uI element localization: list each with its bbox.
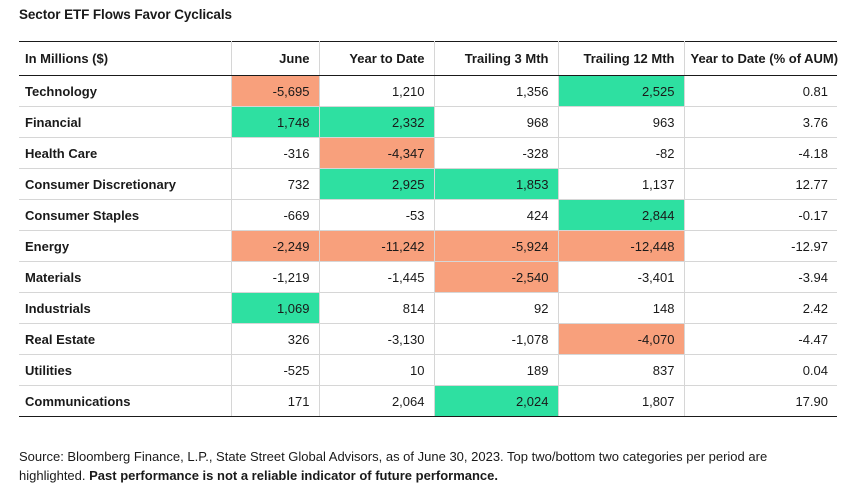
flow-value-cell: 2,332 [318, 106, 435, 138]
flow-value-cell: 968 [433, 106, 559, 138]
flow-value-cell: -2,540 [433, 261, 559, 293]
table-row: Materials -1,219 -1,445 -2,540 -3,401 -3.94 [19, 261, 837, 293]
flow-value-cell: 2,024 [433, 385, 559, 417]
flow-value-cell: -669 [230, 199, 320, 231]
sector-label: Technology [19, 75, 232, 107]
flow-value-cell: -5,924 [433, 230, 559, 262]
sector-label: Financial [19, 106, 232, 138]
flow-value-cell: 326 [230, 323, 320, 355]
chart-title: Sector ETF Flows Favor Cyclicals [19, 7, 232, 22]
flow-value-cell: 2,844 [557, 199, 685, 231]
flow-value-cell: 3.76 [683, 106, 837, 138]
source-note: Source: Bloomberg Finance, L.P., State S… [19, 449, 768, 483]
flow-value-cell: 148 [557, 292, 685, 324]
flow-value-cell: -11,242 [318, 230, 435, 262]
flow-value-cell: -4,070 [557, 323, 685, 355]
flow-value-cell: 1,748 [230, 106, 320, 138]
flow-value-cell: -12,448 [557, 230, 685, 262]
flow-value-cell: 732 [230, 168, 320, 200]
flow-value-cell: -3,401 [557, 261, 685, 293]
table-row: Consumer Discretionary 732 2,925 1,853 1,137… [19, 168, 837, 200]
flow-value-cell: -5,695 [230, 75, 320, 107]
flow-value-cell: 2.42 [683, 292, 837, 324]
flow-value-cell: 1,137 [557, 168, 685, 200]
column-header: June [230, 41, 320, 76]
flow-value-cell: -4.47 [683, 323, 837, 355]
table-row: Consumer Staples -669 -53 424 2,844 -0.17 [19, 199, 837, 231]
table-row: Health Care -316 -4,347 -328 -82 -4.18 [19, 137, 837, 169]
flow-value-cell: -1,219 [230, 261, 320, 293]
performance-disclaimer: Past performance is not a reliable indic… [89, 468, 499, 483]
flow-value-cell: -1,445 [318, 261, 435, 293]
flow-value-cell: 2,525 [557, 75, 685, 107]
table-row: Energy -2,249 -11,242 -5,924 -12,448 -12.97 [19, 230, 837, 262]
flow-value-cell: 171 [230, 385, 320, 417]
sector-label: Health Care [19, 137, 232, 169]
flow-value-cell: -4,347 [318, 137, 435, 169]
sector-label: Industrials [19, 292, 232, 324]
table-row: Technology -5,695 1,210 1,356 2,525 0.81 [19, 75, 837, 107]
column-header: In Millions ($) [19, 41, 232, 76]
flow-value-cell: 1,356 [433, 75, 559, 107]
sector-label: Utilities [19, 354, 232, 386]
sector-label: Communications [19, 385, 232, 417]
flow-value-cell: -82 [557, 137, 685, 169]
flow-value-cell: 0.04 [683, 354, 837, 386]
flow-value-cell: -4.18 [683, 137, 837, 169]
flow-value-cell: 1,210 [318, 75, 435, 107]
flow-value-cell: 12.77 [683, 168, 837, 200]
flow-value-cell: 0.81 [683, 75, 837, 107]
flow-value-cell: 2,064 [318, 385, 435, 417]
table-row: Real Estate 326 -3,130 -1,078 -4,070 -4.47 [19, 323, 837, 355]
flow-value-cell: -525 [230, 354, 320, 386]
footnote: Source: Bloomberg Finance, L.P., State S… [19, 447, 829, 485]
table-row: Communications 171 2,064 2,024 1,807 17.90 [19, 385, 837, 417]
flow-value-cell: 1,807 [557, 385, 685, 417]
sector-label: Real Estate [19, 323, 232, 355]
sector-label: Energy [19, 230, 232, 262]
table-row: Utilities -525 10 189 837 0.04 [19, 354, 837, 386]
flow-value-cell: 424 [433, 199, 559, 231]
flow-value-cell: -0.17 [683, 199, 837, 231]
flow-value-cell: -1,078 [433, 323, 559, 355]
flow-value-cell: 92 [433, 292, 559, 324]
flow-value-cell: 814 [318, 292, 435, 324]
flow-value-cell: -12.97 [683, 230, 837, 262]
flow-value-cell: 189 [433, 354, 559, 386]
column-header: Trailing 3 Mth [433, 41, 559, 76]
flow-value-cell: -3.94 [683, 261, 837, 293]
flow-value-cell: 1,853 [433, 168, 559, 200]
flow-value-cell: -53 [318, 199, 435, 231]
sector-label: Consumer Discretionary [19, 168, 232, 200]
flow-value-cell: -328 [433, 137, 559, 169]
sector-label: Materials [19, 261, 232, 293]
column-header: Trailing 12 Mth [557, 41, 685, 76]
table-body: Technology -5,695 1,210 1,356 2,525 0.81 Finan… [19, 75, 837, 417]
table-header-row: In Millions ($) June Year to Date Trailing … [19, 41, 838, 76]
column-header: Year to Date (% of AUM) [683, 41, 838, 76]
table-row: Financial 1,748 2,332 968 963 3.76 [19, 106, 837, 138]
flow-value-cell: 2,925 [318, 168, 435, 200]
sector-flows-table: In Millions ($) June Year to Date Trailing … [19, 41, 838, 417]
sector-label: Consumer Staples [19, 199, 232, 231]
flow-value-cell: -3,130 [318, 323, 435, 355]
flow-value-cell: 17.90 [683, 385, 837, 417]
table-row: Industrials 1,069 814 92 148 2.42 [19, 292, 837, 324]
flow-value-cell: 10 [318, 354, 435, 386]
flow-value-cell: 1,069 [230, 292, 320, 324]
flow-value-cell: -2,249 [230, 230, 320, 262]
flow-value-cell: 837 [557, 354, 685, 386]
column-header: Year to Date [318, 41, 435, 76]
flow-value-cell: 963 [557, 106, 685, 138]
flow-value-cell: -316 [230, 137, 320, 169]
